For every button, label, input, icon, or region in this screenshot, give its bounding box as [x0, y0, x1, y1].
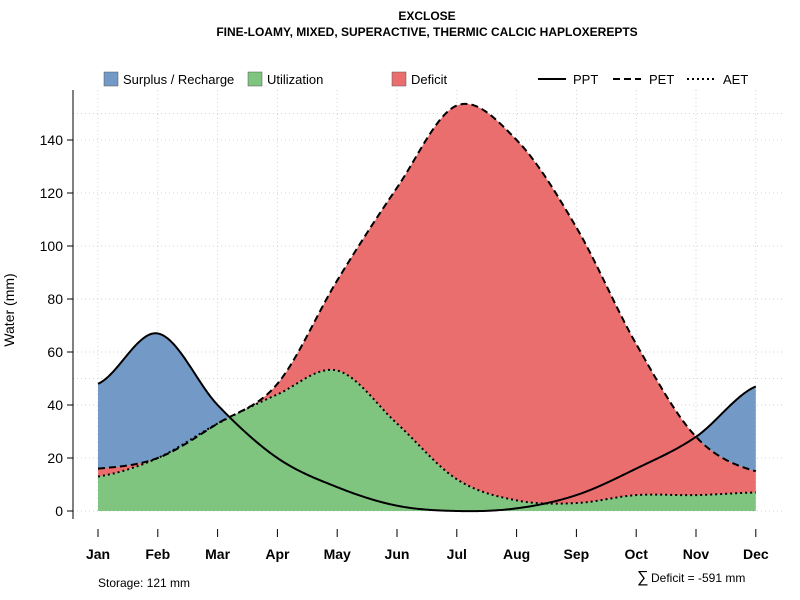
deficit-area: [98, 103, 756, 504]
x-tick-label: Jun: [385, 546, 410, 562]
legend-label-utilization: Utilization: [267, 72, 323, 87]
legend: Surplus / Recharge Utilization Deficit P…: [103, 71, 748, 87]
x-tick-label: Nov: [683, 546, 710, 562]
axis-layer: 0 20 40 60 80 100 120 140 Jan Feb Mar Apr May Jun Jul A…: [40, 90, 769, 562]
x-tick-label: Feb: [145, 546, 170, 562]
y-tick-label: 120: [40, 185, 64, 201]
legend-swatch-deficit: [391, 71, 407, 87]
deficit-note: Deficit = -591 mm: [651, 571, 745, 585]
utilization-area: [98, 369, 756, 511]
x-tick-label: Mar: [205, 546, 230, 562]
y-tick-label: 100: [40, 238, 64, 254]
chart-title: EXCLOSE: [398, 9, 455, 23]
legend-label-ppt: PPT: [573, 72, 598, 87]
y-axis-label: Water (mm): [1, 273, 17, 346]
x-tick-label: Dec: [743, 546, 769, 562]
legend-swatch-surplus: [103, 71, 119, 87]
surplus-area: [98, 333, 229, 469]
x-tick-label: Jul: [447, 546, 467, 562]
legend-label-aet: AET: [723, 72, 748, 87]
surplus-area: [697, 386, 756, 472]
legend-swatch-utilization: [247, 71, 263, 87]
x-tick-label: Aug: [503, 546, 530, 562]
fill-layer: [98, 103, 756, 511]
y-tick-label: 140: [40, 132, 64, 148]
y-tick-label: 0: [55, 503, 63, 519]
x-tick-label: Sep: [564, 546, 590, 562]
legend-label-surplus: Surplus / Recharge: [123, 72, 234, 87]
y-tick-label: 20: [47, 450, 63, 466]
y-tick-label: 60: [47, 344, 63, 360]
aet-line: [97, 368, 756, 505]
x-tick-label: Oct: [625, 546, 649, 562]
y-tick-label: 40: [47, 397, 63, 413]
storage-note: Storage: 121 mm: [98, 576, 190, 590]
line-layer: [97, 102, 757, 513]
legend-label-pet: PET: [649, 72, 674, 87]
y-tick-label: 80: [47, 291, 63, 307]
ppt-line: [97, 332, 757, 513]
legend-label-deficit: Deficit: [411, 72, 448, 87]
x-tick-label: Apr: [265, 546, 290, 562]
deficit-symbol: ∑: [637, 569, 648, 586]
x-tick-label: Jan: [86, 546, 110, 562]
x-tick-label: May: [324, 546, 351, 562]
chart-subtitle: FINE-LOAMY, MIXED, SUPERACTIVE, THERMIC …: [216, 25, 637, 39]
pet-line: [97, 102, 757, 473]
